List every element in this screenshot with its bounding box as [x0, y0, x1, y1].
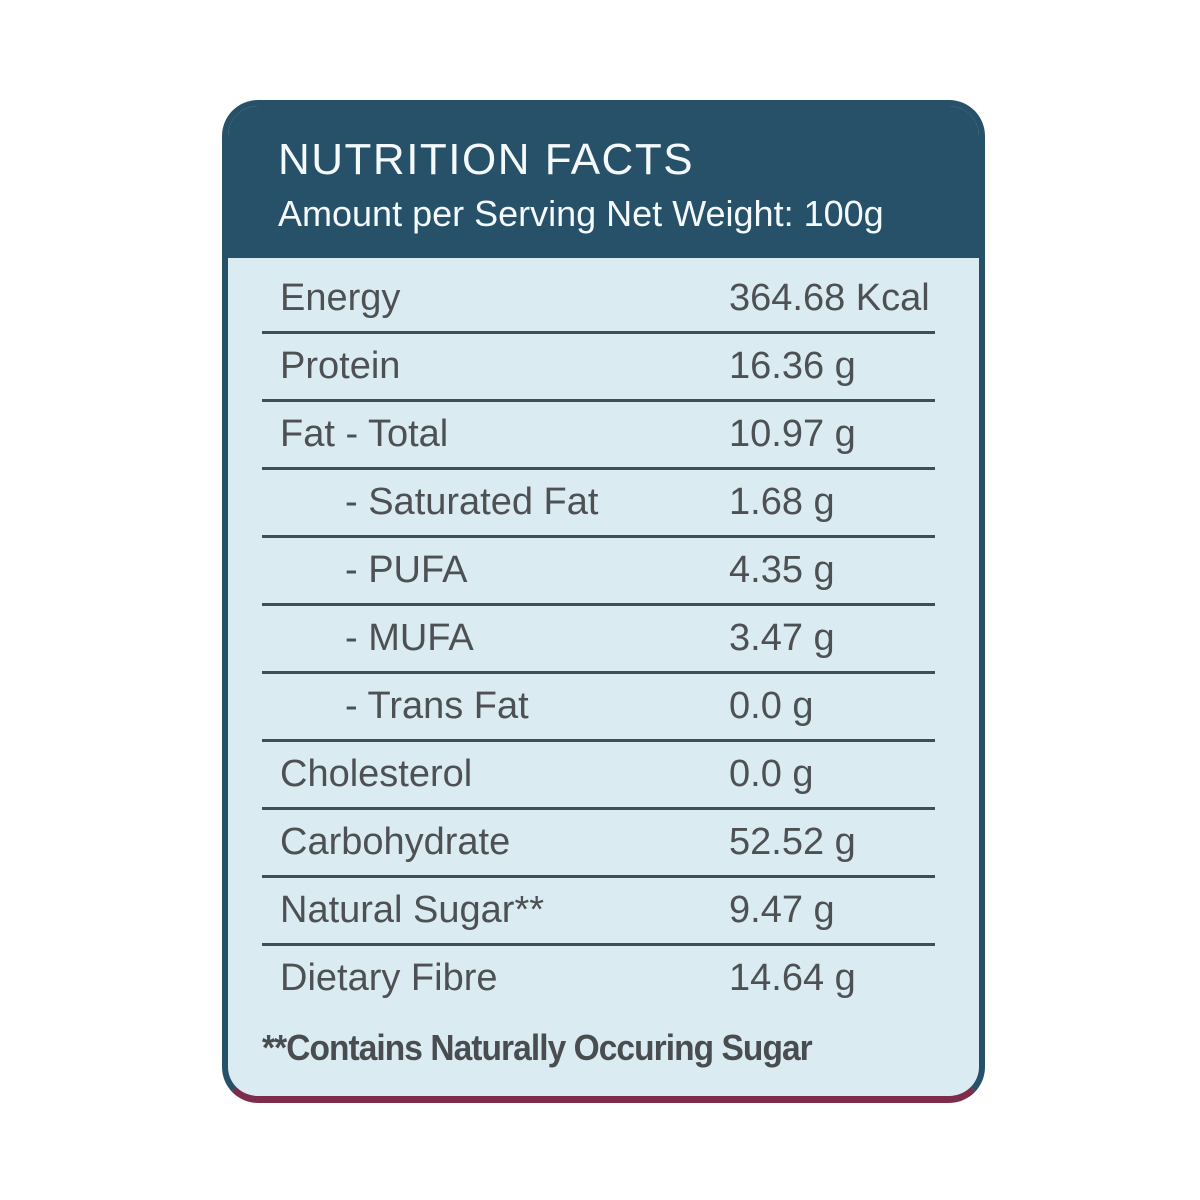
- table-row-carbohydrate: Carbohydrate 52.52 g: [262, 810, 979, 875]
- table-row-pufa: - PUFA 4.35 g: [262, 538, 979, 603]
- row-label: - MUFA: [345, 617, 474, 659]
- footnote-contains-natural-sugar: **Contains Naturally Occuring Sugar: [262, 1027, 813, 1068]
- row-divider: [262, 875, 935, 878]
- row-value: 4.35 g: [729, 549, 835, 591]
- table-row-protein: Protein 16.36 g: [262, 334, 979, 399]
- table-row-saturated-fat: - Saturated Fat 1.68 g: [262, 470, 979, 535]
- table-row-fat-total: Fat - Total 10.97 g: [262, 402, 979, 467]
- card-header: NUTRITION FACTS Amount per Serving Net W…: [228, 106, 979, 258]
- row-label: Cholesterol: [280, 753, 473, 795]
- row-label: - Trans Fat: [345, 685, 529, 727]
- row-value: 14.64 g: [729, 957, 856, 999]
- row-value: 52.52 g: [729, 821, 856, 863]
- row-divider: [262, 807, 935, 810]
- row-divider: [262, 603, 935, 606]
- row-divider: [262, 399, 935, 402]
- row-label: Protein: [280, 345, 401, 387]
- row-divider: [262, 943, 935, 946]
- row-label: Carbohydrate: [280, 821, 511, 863]
- nutrition-facts-card: NUTRITION FACTS Amount per Serving Net W…: [222, 100, 985, 1103]
- row-divider: [262, 739, 935, 742]
- table-row-trans-fat: - Trans Fat 0.0 g: [262, 674, 979, 739]
- row-label: - PUFA: [345, 549, 468, 591]
- table-row-mufa: - MUFA 3.47 g: [262, 606, 979, 671]
- row-label: Natural Sugar**: [280, 889, 545, 931]
- nutrition-table: Energy 364.68 Kcal Protein 16.36 g Fat -…: [228, 258, 979, 1011]
- row-value: 3.47 g: [729, 617, 835, 659]
- row-divider: [262, 535, 935, 538]
- row-divider: [262, 671, 935, 674]
- table-row-energy: Energy 364.68 Kcal: [262, 266, 979, 331]
- table-row-natural-sugar: Natural Sugar** 9.47 g: [262, 878, 979, 943]
- table-row-dietary-fibre: Dietary Fibre 14.64 g: [262, 946, 979, 1011]
- row-label: - Saturated Fat: [345, 481, 599, 523]
- row-value: 364.68 Kcal: [729, 277, 930, 319]
- row-divider: [262, 467, 935, 470]
- row-value: 16.36 g: [729, 345, 856, 387]
- card-subtitle: Amount per Serving Net Weight: 100g: [278, 193, 884, 235]
- table-row-cholesterol: Cholesterol 0.0 g: [262, 742, 979, 807]
- row-value: 0.0 g: [729, 685, 814, 727]
- row-divider: [262, 331, 935, 334]
- row-value: 10.97 g: [729, 413, 856, 455]
- row-value: 9.47 g: [729, 889, 835, 931]
- row-label: Fat - Total: [280, 413, 449, 455]
- row-label: Dietary Fibre: [280, 957, 498, 999]
- row-label: Energy: [280, 277, 401, 319]
- row-value: 1.68 g: [729, 481, 835, 523]
- card-title: NUTRITION FACTS: [278, 135, 695, 184]
- row-value: 0.0 g: [729, 753, 814, 795]
